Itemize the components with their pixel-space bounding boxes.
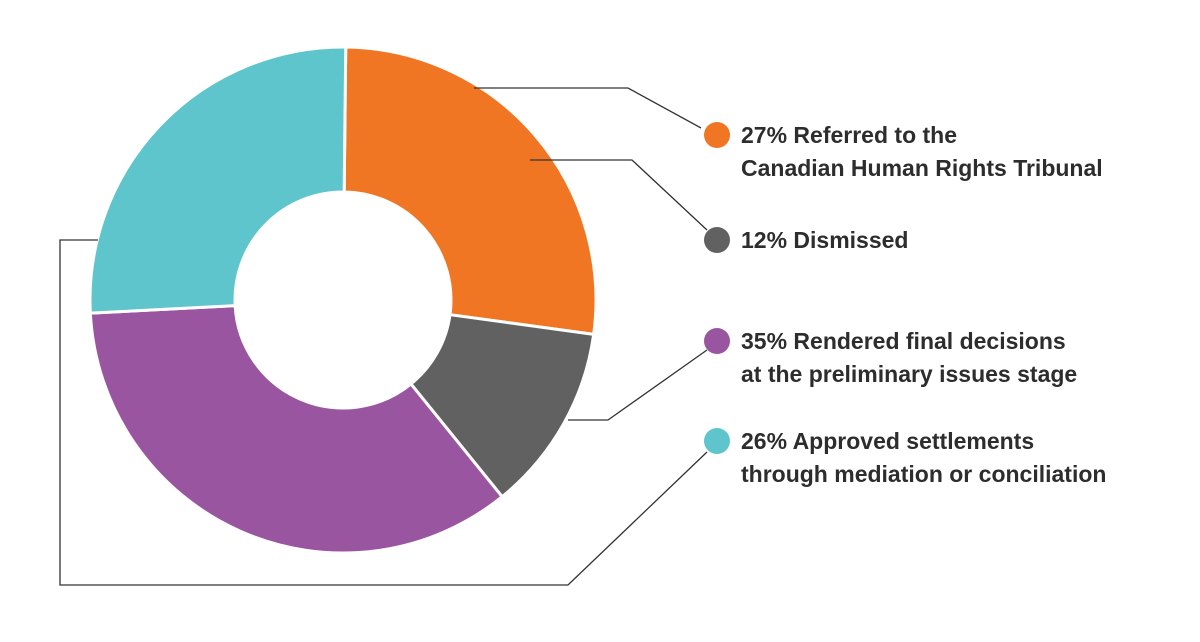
legend-label: 27% Referred to the Canadian Human Rights… bbox=[741, 122, 1103, 181]
legend-label-line: 12% Dismissed bbox=[741, 227, 908, 253]
legend-label-line: 26% Approved settlements bbox=[741, 428, 1034, 454]
donut-slices bbox=[88, 45, 598, 555]
legend-entry-dismissed: 12% Dismissed bbox=[704, 227, 908, 253]
legend-marker bbox=[704, 328, 730, 354]
legend-label: 12% Dismissed bbox=[741, 227, 908, 253]
leader-lines bbox=[59, 87, 708, 586]
leader-line-referred-to-the-canadian-human-rights-tribunal bbox=[474, 87, 702, 129]
legend-marker bbox=[704, 227, 730, 253]
legend-label-line: at the preliminary issues stage bbox=[741, 361, 1077, 387]
slice-rendered-final-decisions-at-the-preliminary-issues-stage bbox=[88, 304, 504, 555]
leader-line-approved-settlements-through-mediation-or-conciliation bbox=[59, 239, 708, 586]
legend-label-line: Canadian Human Rights Tribunal bbox=[741, 155, 1103, 181]
slice-referred-to-the-canadian-human-rights-tribunal bbox=[342, 45, 598, 336]
legend-label-line: through mediation or conciliation bbox=[741, 461, 1106, 487]
legend-marker bbox=[704, 428, 730, 454]
legend-label: 35% Rendered final decisions at the preli… bbox=[741, 328, 1077, 387]
legend-entry-rendered-final-decisions-at-the-preliminary-issues-stage: 35% Rendered final decisions at the preli… bbox=[704, 328, 1077, 387]
legend-entry-referred-to-the-canadian-human-rights-tribunal: 27% Referred to the Canadian Human Rights… bbox=[704, 122, 1103, 181]
slice-approved-settlements-through-mediation-or-conciliation bbox=[88, 45, 348, 315]
leader-line-dismissed bbox=[530, 159, 708, 231]
legend: 27% Referred to the Canadian Human Rights… bbox=[704, 122, 1106, 487]
legend-entry-approved-settlements-through-mediation-or-conciliation: 26% Approved settlements through mediatio… bbox=[704, 428, 1106, 487]
leader-line-rendered-final-decisions-at-the-preliminary-issues-stage bbox=[568, 349, 708, 421]
legend-label-line: 27% Referred to the bbox=[741, 122, 957, 148]
slice-dismissed bbox=[409, 313, 596, 499]
legend-marker bbox=[704, 122, 730, 148]
legend-label-line: 35% Rendered final decisions bbox=[741, 328, 1066, 354]
legend-label: 26% Approved settlements through mediatio… bbox=[741, 428, 1106, 487]
